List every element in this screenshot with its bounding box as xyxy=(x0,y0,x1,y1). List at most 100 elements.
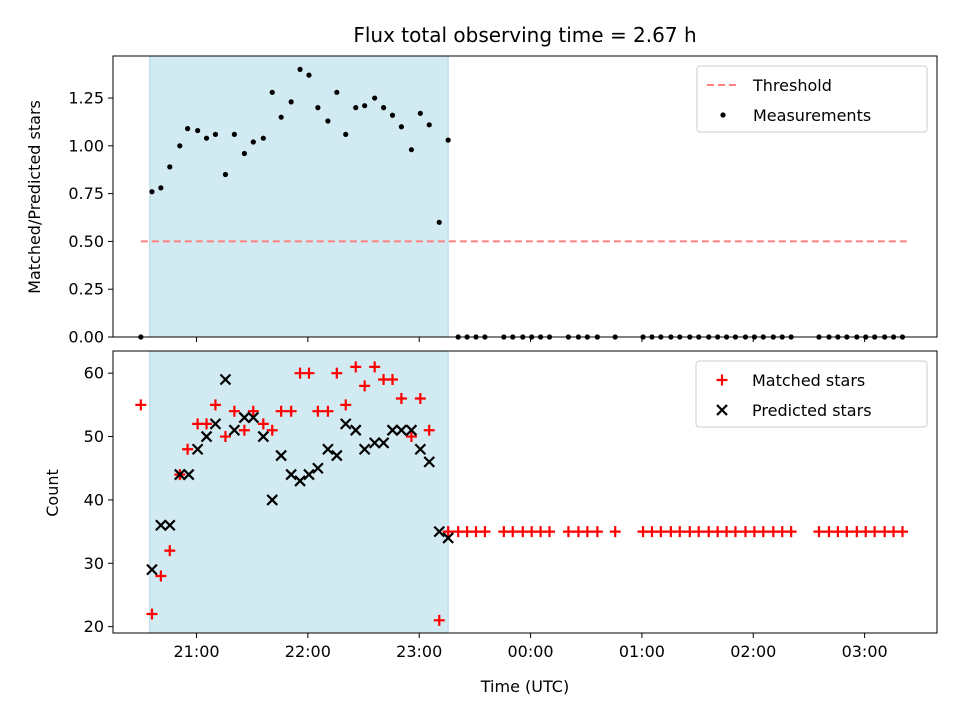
chart-title: Flux total observing time = 2.67 h xyxy=(353,23,696,47)
observing-span-top xyxy=(149,55,449,338)
plus-point-bottom-0-72 xyxy=(869,526,881,538)
axes-frame-top xyxy=(112,55,938,338)
plus-point-bottom-0-22 xyxy=(340,399,352,411)
x-point-bottom-1-32 xyxy=(442,532,454,544)
plus-point-bottom-0-20 xyxy=(322,405,334,417)
x-point-bottom-1-25 xyxy=(377,437,390,449)
legend-label-bottom-0: Matched stars xyxy=(752,371,865,390)
x-point-bottom-1-22 xyxy=(349,424,362,436)
x-point-bottom-1-20 xyxy=(331,449,343,462)
legend-top: Threshold Measurements xyxy=(696,65,928,133)
x-point-bottom-1-26 xyxy=(386,424,399,436)
plus-point-bottom-0-3 xyxy=(164,545,176,557)
dot-point-top-0-30 xyxy=(417,110,423,116)
series-matched-stars xyxy=(135,361,908,626)
plus-point-bottom-0-0 xyxy=(135,399,147,411)
x-point-bottom-1-29 xyxy=(414,443,427,456)
plus-point-bottom-0-2 xyxy=(155,570,167,582)
y-tick-label-top-5: 1.25 xyxy=(68,89,104,108)
dot-point-top-0-24 xyxy=(362,103,368,109)
plus-point-bottom-0-11 xyxy=(238,424,250,436)
x-point-bottom-1-23 xyxy=(358,443,371,456)
dot-point-top-0-7 xyxy=(203,135,210,141)
plus-point-bottom-0-31 xyxy=(423,424,435,436)
x-tick-label-3: 00:00 xyxy=(508,642,554,661)
plus-point-bottom-0-10 xyxy=(228,405,240,417)
x-point-bottom-1-2 xyxy=(164,519,176,532)
plus-point-bottom-0-25 xyxy=(369,361,381,373)
legend-plus-swatch xyxy=(716,374,728,386)
dot-point-top-0-22 xyxy=(343,131,349,137)
x-point-bottom-1-4 xyxy=(182,468,195,481)
legend-dot-swatch xyxy=(720,112,726,118)
plus-point-bottom-0-44 xyxy=(562,526,574,538)
x-point-bottom-1-30 xyxy=(423,456,436,468)
x-point-bottom-1-15 xyxy=(285,468,297,481)
dot-point-top-0-15 xyxy=(278,114,284,120)
dot-point-top-0-2 xyxy=(158,185,164,191)
plus-point-bottom-0-18 xyxy=(303,367,315,379)
x-tick-label-0: 21:00 xyxy=(173,642,219,661)
y-tick-label-bottom-2: 40 xyxy=(84,490,104,509)
plus-point-bottom-0-39 xyxy=(507,526,519,538)
dot-point-top-0-1 xyxy=(149,189,155,195)
y-tick-label-top-4: 1.00 xyxy=(68,136,104,155)
dot-point-top-0-18 xyxy=(306,72,312,78)
x-tick-label-5: 02:00 xyxy=(730,642,776,661)
dot-point-top-0-13 xyxy=(260,135,266,141)
x-point-bottom-1-6 xyxy=(200,430,213,443)
x-point-bottom-1-16 xyxy=(294,475,306,487)
series-predicted-stars xyxy=(146,373,454,576)
plus-point-bottom-0-59 xyxy=(729,526,741,538)
plus-point-bottom-0-55 xyxy=(693,526,705,538)
dot-point-top-0-26 xyxy=(380,105,387,111)
y-axis-title-bottom: Count xyxy=(43,469,62,517)
x-point-bottom-1-7 xyxy=(209,418,222,430)
y-tick-label-bottom-4: 60 xyxy=(84,364,104,383)
legend-bottom: Matched stars Predicted stars xyxy=(695,360,928,428)
dot-point-top-0-20 xyxy=(325,118,331,124)
observing-span-bottom xyxy=(149,350,449,634)
legend-label-bottom-1: Predicted stars xyxy=(752,401,872,420)
legend-box-top xyxy=(696,65,928,133)
x-point-bottom-1-31 xyxy=(433,525,446,538)
dot-point-top-0-3 xyxy=(167,164,173,170)
plus-point-bottom-0-5 xyxy=(182,443,194,455)
dot-point-top-0-27 xyxy=(389,112,396,118)
axes-frame-bottom xyxy=(112,350,938,634)
legend-label-top-1: Measurements xyxy=(753,106,871,125)
plus-point-bottom-0-7 xyxy=(201,418,213,430)
plus-point-bottom-0-69 xyxy=(841,526,853,538)
y-tick-label-top-3: 0.75 xyxy=(68,184,104,203)
plus-point-bottom-0-15 xyxy=(275,405,287,417)
x-point-bottom-1-10 xyxy=(238,411,251,424)
x-point-bottom-1-3 xyxy=(174,468,186,481)
plus-point-bottom-0-9 xyxy=(219,431,231,443)
y-tick-label-top-2: 0.50 xyxy=(68,232,104,251)
x-point-bottom-1-8 xyxy=(219,373,232,386)
dot-point-top-0-10 xyxy=(231,131,237,137)
dot-point-top-0-6 xyxy=(195,127,201,134)
plus-point-bottom-0-21 xyxy=(331,367,343,379)
dot-point-top-0-33 xyxy=(445,137,451,143)
plus-point-bottom-0-47 xyxy=(591,526,603,538)
dot-point-top-0-9 xyxy=(222,171,229,178)
plus-point-bottom-0-12 xyxy=(247,405,259,417)
dot-point-top-0-11 xyxy=(241,150,247,157)
plus-point-bottom-0-32 xyxy=(433,614,445,626)
x-tick-label-4: 01:00 xyxy=(619,642,665,661)
legend-box-bottom xyxy=(695,360,928,428)
legend-label-top-0: Threshold xyxy=(752,76,832,95)
legend-x-swatch xyxy=(716,404,728,416)
plus-point-bottom-0-19 xyxy=(312,405,324,417)
plus-point-bottom-0-62 xyxy=(757,526,769,538)
plus-point-bottom-0-16 xyxy=(285,405,297,417)
dot-point-top-0-19 xyxy=(315,105,321,111)
plus-point-bottom-0-24 xyxy=(359,380,371,392)
plus-point-bottom-0-33 xyxy=(442,526,454,538)
plus-point-bottom-0-28 xyxy=(395,393,407,405)
x-point-bottom-1-12 xyxy=(257,430,270,443)
x-point-bottom-1-13 xyxy=(266,494,279,506)
x-point-bottom-1-28 xyxy=(405,424,418,436)
plus-point-bottom-0-29 xyxy=(405,431,417,443)
